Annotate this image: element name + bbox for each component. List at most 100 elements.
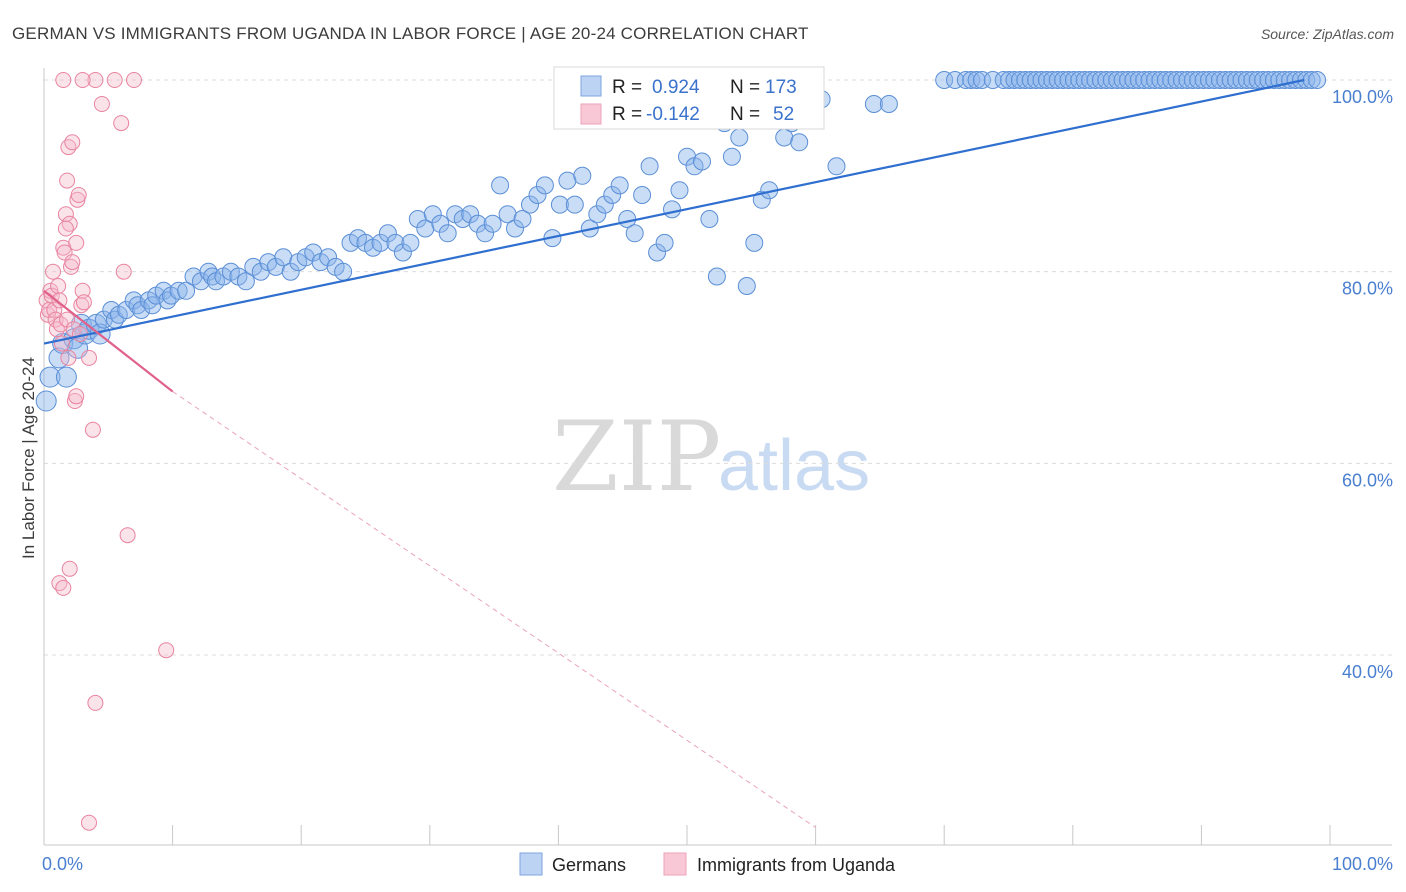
german-point-137 (1070, 71, 1089, 89)
german-point-91 (648, 243, 667, 262)
german-point-131 (1037, 71, 1056, 89)
german-point-85 (603, 186, 622, 204)
german-point-102 (730, 128, 749, 147)
uganda-point-5 (45, 263, 61, 280)
german-point-125 (1005, 71, 1024, 89)
german-point-84 (595, 195, 614, 214)
german-point-165 (1221, 71, 1240, 89)
german-point-68 (476, 224, 495, 243)
german-point-139 (1081, 71, 1100, 89)
german-point-27 (177, 281, 196, 300)
german-point-153 (1156, 71, 1175, 89)
y-tick-label-0: 100.0% (1332, 87, 1393, 107)
uganda-point-47 (119, 527, 136, 544)
german-point-70 (491, 176, 510, 195)
y-tick-labels: 100.0% 80.0% 60.0% 40.0% (1332, 87, 1393, 682)
german-point-30 (199, 262, 218, 281)
german-point-116 (956, 71, 975, 89)
german-point-58 (401, 233, 420, 252)
uganda-point-9 (50, 278, 67, 294)
german-point-133 (1048, 71, 1067, 89)
stats-n-label-germans: N = (730, 77, 760, 98)
german-point-141 (1091, 71, 1110, 89)
bottom-legend: Germans Immigrants from Uganda (519, 852, 896, 876)
german-point-101 (722, 147, 741, 166)
german-point-140 (1086, 71, 1105, 89)
uganda-point-33 (64, 134, 81, 151)
german-point-99 (707, 267, 726, 286)
german-point-74 (521, 195, 539, 214)
uganda-point-23 (68, 388, 85, 405)
uganda-point-46 (84, 421, 101, 438)
axes (43, 68, 1392, 846)
german-point-47 (319, 248, 338, 267)
stats-r-label-germans: R = (612, 77, 642, 98)
uganda-point-39 (113, 115, 130, 132)
german-point-40 (266, 257, 285, 276)
german-point-16 (117, 301, 136, 319)
stats-r-value-germans: 0.924 (652, 77, 700, 98)
stats-n-value-uganda: 52 (773, 104, 794, 125)
german-point-143 (1102, 71, 1121, 89)
trend-line-uganda (43, 289, 174, 393)
german-point-159 (1189, 71, 1208, 89)
legend-label-uganda: Immigrants from Uganda (697, 855, 896, 875)
uganda-point-49 (81, 814, 97, 831)
chart-source: Source: ZipAtlas.com (1261, 26, 1394, 42)
german-point-181 (1308, 71, 1327, 89)
german-point-98 (700, 210, 719, 228)
uganda-point-28 (74, 282, 91, 299)
x-tick-label-1: 100.0% (1332, 854, 1393, 874)
uganda-point-45 (115, 263, 132, 280)
x-tick-label-0: 0.0% (42, 854, 83, 874)
german-point-152 (1151, 71, 1170, 89)
german-point-122 (879, 95, 898, 113)
german-point-115 (827, 157, 846, 176)
uganda-point-38 (93, 96, 110, 112)
german-point-164 (1216, 71, 1235, 89)
german-point-78 (550, 195, 569, 214)
german-point-179 (1297, 71, 1316, 89)
trend-line-germans (43, 78, 1305, 345)
german-point-29 (192, 272, 210, 291)
german-point-103 (737, 277, 756, 295)
german-point-4 (55, 366, 77, 388)
uganda-point-35 (55, 579, 72, 596)
uganda-point-10 (51, 292, 68, 309)
german-point-57 (393, 243, 412, 262)
uganda-point-15 (57, 206, 74, 223)
german-point-135 (1059, 71, 1078, 89)
uganda-point-29 (75, 294, 92, 311)
german-point-76 (535, 176, 554, 195)
german-point-120 (864, 95, 883, 113)
german-point-155 (1167, 71, 1186, 89)
german-point-83 (588, 205, 607, 224)
german-point-2 (48, 347, 70, 369)
german-point-55 (378, 224, 397, 243)
german-point-119 (973, 71, 991, 89)
german-point-126 (1010, 71, 1029, 89)
german-point-56 (386, 233, 405, 252)
german-point-123 (994, 71, 1013, 89)
german-point-168 (1237, 71, 1256, 89)
german-point-121 (983, 71, 1002, 89)
uganda-point-48 (87, 694, 104, 711)
german-point-89 (633, 186, 652, 204)
german-point-1 (39, 366, 61, 388)
german-point-63 (438, 224, 457, 243)
german-point-73 (513, 210, 532, 228)
legend-label-germans: Germans (552, 855, 626, 875)
german-point-81 (573, 166, 592, 185)
german-point-104 (745, 233, 764, 252)
german-point-110 (790, 133, 809, 152)
german-point-105 (752, 190, 771, 209)
series-uganda (38, 72, 175, 831)
german-point-173 (1264, 71, 1283, 89)
german-point-49 (334, 262, 353, 281)
trend-line-uganda-extension (172, 391, 816, 828)
german-point-92 (655, 233, 674, 252)
german-point-94 (670, 181, 689, 200)
uganda-point-17 (60, 349, 77, 366)
german-point-18 (128, 296, 147, 315)
